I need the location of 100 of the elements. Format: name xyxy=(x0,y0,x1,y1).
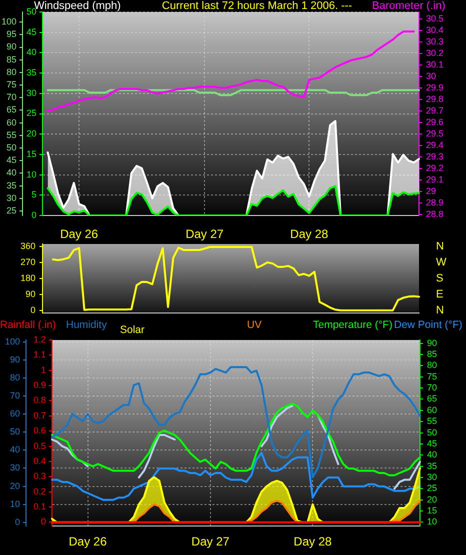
x-tick-label: Day 26 xyxy=(60,227,98,242)
x-tick-label: Day 28 xyxy=(290,227,329,242)
y-tick-label: 0 xyxy=(14,516,20,527)
y-tick-label: 30 xyxy=(26,88,36,98)
y2-tick-label: 25 xyxy=(427,483,438,494)
y2-tick-label: 30 xyxy=(427,472,438,482)
y3-tick-label: 55 xyxy=(6,130,16,140)
y3-tick-label: 0.7 xyxy=(33,410,46,420)
y-tick-label: 80 xyxy=(10,372,20,382)
y-tick-label: 90 xyxy=(10,354,20,364)
y3-tick-label: 85 xyxy=(6,54,16,64)
y2-axis-title: Barometer (.in) xyxy=(372,0,446,12)
y-tick-label: 40 xyxy=(10,444,20,455)
y3-tick-label: 0.4 xyxy=(33,456,46,466)
y2-tick-label: 30.3 xyxy=(426,36,444,46)
text: UV xyxy=(247,319,262,331)
y2-tick-label: 30.5 xyxy=(426,13,444,24)
x-tick-label: Day 28 xyxy=(294,534,332,549)
y2-tick-label: 55 xyxy=(427,416,438,426)
y2-tick-label: 29.8 xyxy=(426,94,444,104)
y2-tick-label: 29.7 xyxy=(426,105,444,116)
y2-tick-label: 30 xyxy=(426,70,436,81)
y2-tick-label: 29 xyxy=(426,186,436,196)
text: W xyxy=(436,256,447,269)
text: N xyxy=(436,304,444,316)
y2-tick-label: 75 xyxy=(427,371,438,382)
text: S xyxy=(436,272,444,285)
text: Solar xyxy=(120,324,145,336)
y3-tick-label: 0 xyxy=(40,516,46,527)
y-tick-label: 35 xyxy=(26,68,36,78)
y2-tick-label: 30.2 xyxy=(426,48,444,58)
text: Rainfall (.in) xyxy=(0,319,56,331)
y-tick-label: 270 xyxy=(20,257,36,268)
y2-tick-label: 35 xyxy=(427,460,438,471)
y-tick-label: 20 xyxy=(10,480,20,491)
text: Humidity xyxy=(66,319,107,331)
y3-tick-label: 95 xyxy=(6,29,16,40)
y2-tick-label: 20 xyxy=(427,494,438,504)
y-tick-label: 20 xyxy=(26,128,36,139)
x-tick-label: Day 27 xyxy=(191,534,230,549)
y3-tick-label: 0.6 xyxy=(33,426,46,436)
x-tick-label: Day 26 xyxy=(68,534,108,549)
y3-tick-label: 0.5 xyxy=(33,440,46,451)
chart-title: Current last 72 hours March 1 2006. --- xyxy=(162,0,352,12)
y3-tick-label: 1.1 xyxy=(33,350,46,360)
y-tick-label: 50 xyxy=(26,6,36,16)
y2-tick-label: 29.1 xyxy=(426,174,444,184)
y3-tick-label: 0.2 xyxy=(33,486,46,496)
y-tick-label: 40 xyxy=(26,47,36,58)
y3-tick-label: 1 xyxy=(40,364,46,375)
y2-tick-label: 70 xyxy=(427,382,438,393)
y-tick-label: 180 xyxy=(20,272,36,283)
y2-tick-label: 45 xyxy=(427,438,438,448)
y2-tick-label: 80 xyxy=(427,360,438,370)
y2-tick-label: 10 xyxy=(427,516,438,527)
y3-tick-label: 0.1 xyxy=(33,502,46,512)
text: Dew Point (°F) xyxy=(394,319,462,331)
y2-tick-label: 29.6 xyxy=(426,116,444,127)
text: E xyxy=(436,288,444,300)
y3-tick-label: 0.8 xyxy=(33,395,46,406)
x-tick-label: Day 27 xyxy=(186,227,224,242)
y2-tick-label: 60 xyxy=(427,404,438,415)
y2-tick-label: 90 xyxy=(427,338,438,348)
y-tick-label: 90 xyxy=(25,288,36,299)
y3-tick-label: 1.2 xyxy=(33,334,46,344)
y-tick-label: 10 xyxy=(26,169,36,180)
text: Temperature (°F) xyxy=(313,319,392,331)
y2-tick-label: 29.5 xyxy=(426,128,444,138)
y2-tick-label: 28.8 xyxy=(426,208,444,219)
y-tick-label: 50 xyxy=(10,426,20,437)
y2-tick-label: 29.3 xyxy=(426,151,444,162)
y2-tick-label: 15 xyxy=(427,506,438,516)
y2-tick-label: 29.9 xyxy=(426,82,444,92)
y3-tick-label: 0.3 xyxy=(33,471,46,482)
y3-tick-label: 75 xyxy=(6,80,16,90)
y-tick-label: 30 xyxy=(10,462,20,473)
y-tick-label: 45 xyxy=(26,26,36,37)
y2-tick-label: 30.4 xyxy=(426,24,444,35)
y2-tick-label: 29.2 xyxy=(426,162,444,173)
y-tick-label: 60 xyxy=(10,408,20,419)
y3-tick-label: 65 xyxy=(6,104,16,115)
y-tick-label: 10 xyxy=(10,498,20,509)
y-tick-label: 0 xyxy=(31,210,36,220)
y3-tick-label: 0.9 xyxy=(33,380,46,390)
y2-tick-label: 29.4 xyxy=(426,140,444,150)
y2-tick-label: 28.9 xyxy=(426,197,444,208)
y-tick-label: 25 xyxy=(26,108,36,118)
y-tick-label: 0 xyxy=(30,304,36,315)
y2-tick-label: 30.1 xyxy=(426,59,444,70)
y2-tick-label: 40 xyxy=(427,450,438,460)
y-tick-label: 360 xyxy=(20,241,36,252)
y-tick-label: 15 xyxy=(26,148,36,159)
y2-tick-label: 50 xyxy=(427,427,438,438)
y2-tick-label: 65 xyxy=(427,394,438,404)
y-axis-title: Windspeed (mph) xyxy=(34,0,121,12)
y-tick-label: 5 xyxy=(31,190,36,200)
y-tick-label: 70 xyxy=(10,390,20,400)
text: N xyxy=(436,240,444,253)
y2-tick-label: 85 xyxy=(427,349,438,360)
y-tick-label: 100 xyxy=(4,336,20,346)
